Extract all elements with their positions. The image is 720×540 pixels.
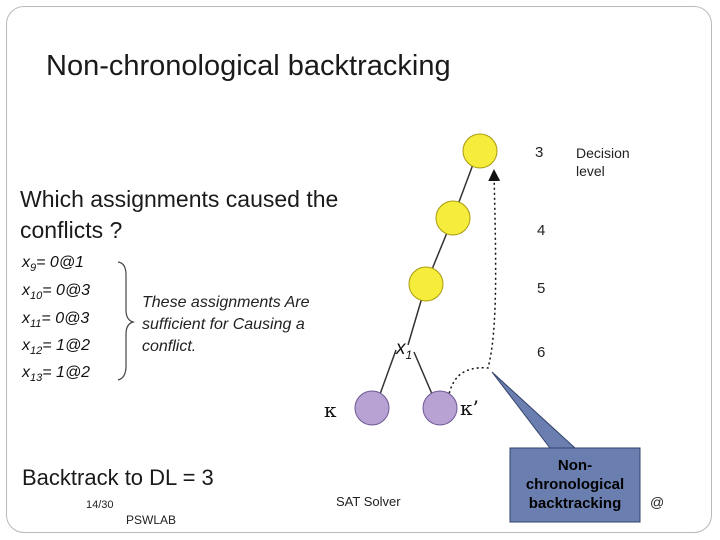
conflict-node-kappa xyxy=(354,390,390,426)
slide-title: Non-chronological backtracking xyxy=(46,50,451,82)
decision-level-label: Decision level xyxy=(576,145,630,179)
decision-node-level-3 xyxy=(462,133,498,169)
sufficiency-note: These assignments Are sufficient for Cau… xyxy=(142,294,310,355)
assignment-brace xyxy=(117,261,136,381)
assignment-x12: x12= 1@2 xyxy=(22,337,91,358)
decision-node-level-4 xyxy=(435,200,471,236)
conflict-node-kappa-prime xyxy=(422,390,458,426)
kappa-label: κ xyxy=(324,398,337,422)
assignment-x9: x9= 0@1 xyxy=(22,254,84,275)
assignment-x11: x11= 0@3 xyxy=(22,310,90,331)
decision-node-level-5 xyxy=(408,266,444,302)
backtrack-arrow xyxy=(446,169,501,409)
slide-frame xyxy=(6,6,712,533)
callout-pointer xyxy=(491,371,577,449)
footer-right: @ xyxy=(650,494,665,510)
callout-text: Non-chronological backtracking xyxy=(525,457,625,512)
assignment-x10: x10= 0@3 xyxy=(22,282,91,303)
footer-center: SAT Solver xyxy=(336,494,401,509)
kappa-prime-label: κ’ xyxy=(460,396,479,420)
level-label-6: 6 xyxy=(537,344,546,361)
assignment-x13: x13= 1@2 xyxy=(22,364,91,385)
level-label-5: 5 xyxy=(537,280,546,297)
slide-number: 14/30 xyxy=(86,499,114,511)
backtrack-text: Backtrack to DL = 3 xyxy=(22,465,214,490)
level-label-4: 4 xyxy=(537,222,546,239)
level-label-3: 3 xyxy=(535,144,544,161)
callout-box xyxy=(509,447,641,523)
question-text: Which assignments caused the conflicts ? xyxy=(20,186,339,243)
footer-left: PSWLAB xyxy=(126,513,177,527)
node-x1-label: x1 xyxy=(396,338,413,362)
